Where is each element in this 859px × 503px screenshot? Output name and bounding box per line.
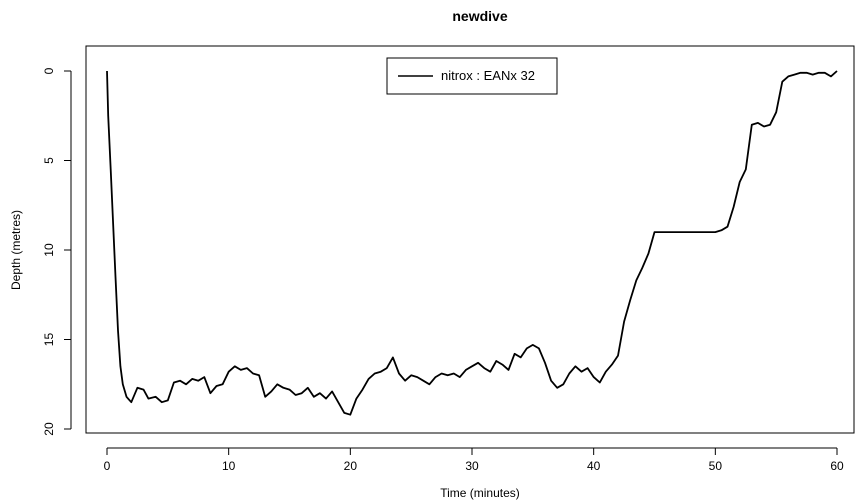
y-tick-label-20: 20 <box>42 422 56 436</box>
y-tick-label-15: 15 <box>42 333 56 347</box>
x-tick-label-0: 0 <box>104 459 111 473</box>
y-axis-title: Depth (metres) <box>9 210 23 290</box>
y-tick-label-0: 0 <box>42 67 56 74</box>
x-tick-label-40: 40 <box>587 459 601 473</box>
x-tick-label-20: 20 <box>344 459 358 473</box>
x-tick-label-10: 10 <box>222 459 236 473</box>
x-axis: 0 10 20 30 40 50 60 <box>104 447 844 473</box>
chart-title: newdive <box>452 8 507 24</box>
y-tick-label-10: 10 <box>42 243 56 257</box>
y-axis: 0 5 10 15 20 <box>42 67 72 436</box>
plot-frame <box>85 45 855 434</box>
x-tick-label-60: 60 <box>830 459 844 473</box>
legend: nitrox : EANx 32 <box>386 57 558 95</box>
x-tick-label-50: 50 <box>709 459 723 473</box>
x-axis-title: Time (minutes) <box>440 486 520 500</box>
legend-label: nitrox : EANx 32 <box>441 68 535 83</box>
x-tick-label-30: 30 <box>465 459 479 473</box>
y-tick-label-5: 5 <box>42 157 56 164</box>
series-line-nitrox <box>106 70 838 416</box>
